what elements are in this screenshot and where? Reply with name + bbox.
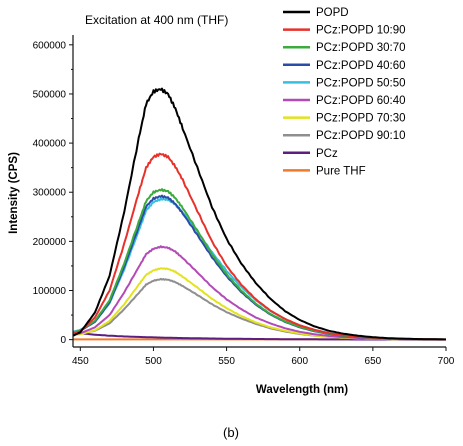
legend-label-pcz-popd-30-70: PCz:POPD 30:70	[316, 42, 405, 54]
legend-label-pure-thf: Pure THF	[316, 165, 366, 177]
excitation-annotation: Excitation at 400 nm (THF)	[85, 13, 228, 27]
x-tick-label: 600	[291, 356, 308, 367]
y-tick-label: 400000	[33, 139, 67, 150]
y-tick-label: 300000	[33, 188, 67, 199]
y-tick-label: 200000	[33, 237, 67, 248]
legend-label-pcz-popd-60-40: PCz:POPD 60:40	[316, 95, 405, 107]
y-tick-label: 600000	[33, 40, 67, 51]
y-tick-label: 0	[60, 335, 66, 346]
series-lines	[73, 89, 446, 340]
legend-label-pcz-popd-40-60: PCz:POPD 40:60	[316, 60, 405, 72]
x-tick-label: 700	[438, 356, 455, 367]
y-tick-label: 500000	[33, 89, 67, 100]
x-tick-label: 500	[145, 356, 162, 367]
x-tick-label: 550	[218, 356, 235, 367]
x-tick-label: 450	[72, 356, 89, 367]
legend-label-pcz-popd-90-10: PCz:POPD 90:10	[316, 130, 405, 142]
x-axis-title: Wavelength (nm)	[256, 384, 348, 396]
legend-label-pcz: PCz	[316, 148, 338, 160]
x-tick-label: 650	[365, 356, 382, 367]
legend-label-popd: POPD	[316, 7, 349, 19]
legend-label-pcz-popd-70-30: PCz:POPD 70:30	[316, 113, 405, 125]
y-axis-title: Intensity (CPS)	[8, 152, 20, 234]
figure-caption: (b)	[223, 425, 239, 440]
legend-label-pcz-popd-50-50: PCz:POPD 50:50	[316, 77, 405, 89]
legend: POPD PCz:POPD 10:90 PCz:POPD 30:70 PCz:POPD…	[283, 7, 405, 177]
series-line-pcz-popd-30-70	[73, 189, 446, 339]
series-line-pcz-popd-10-90	[73, 154, 446, 340]
legend-label-pcz-popd-10-90: PCz:POPD 10:90	[316, 25, 405, 37]
y-tick-label: 100000	[33, 286, 67, 297]
